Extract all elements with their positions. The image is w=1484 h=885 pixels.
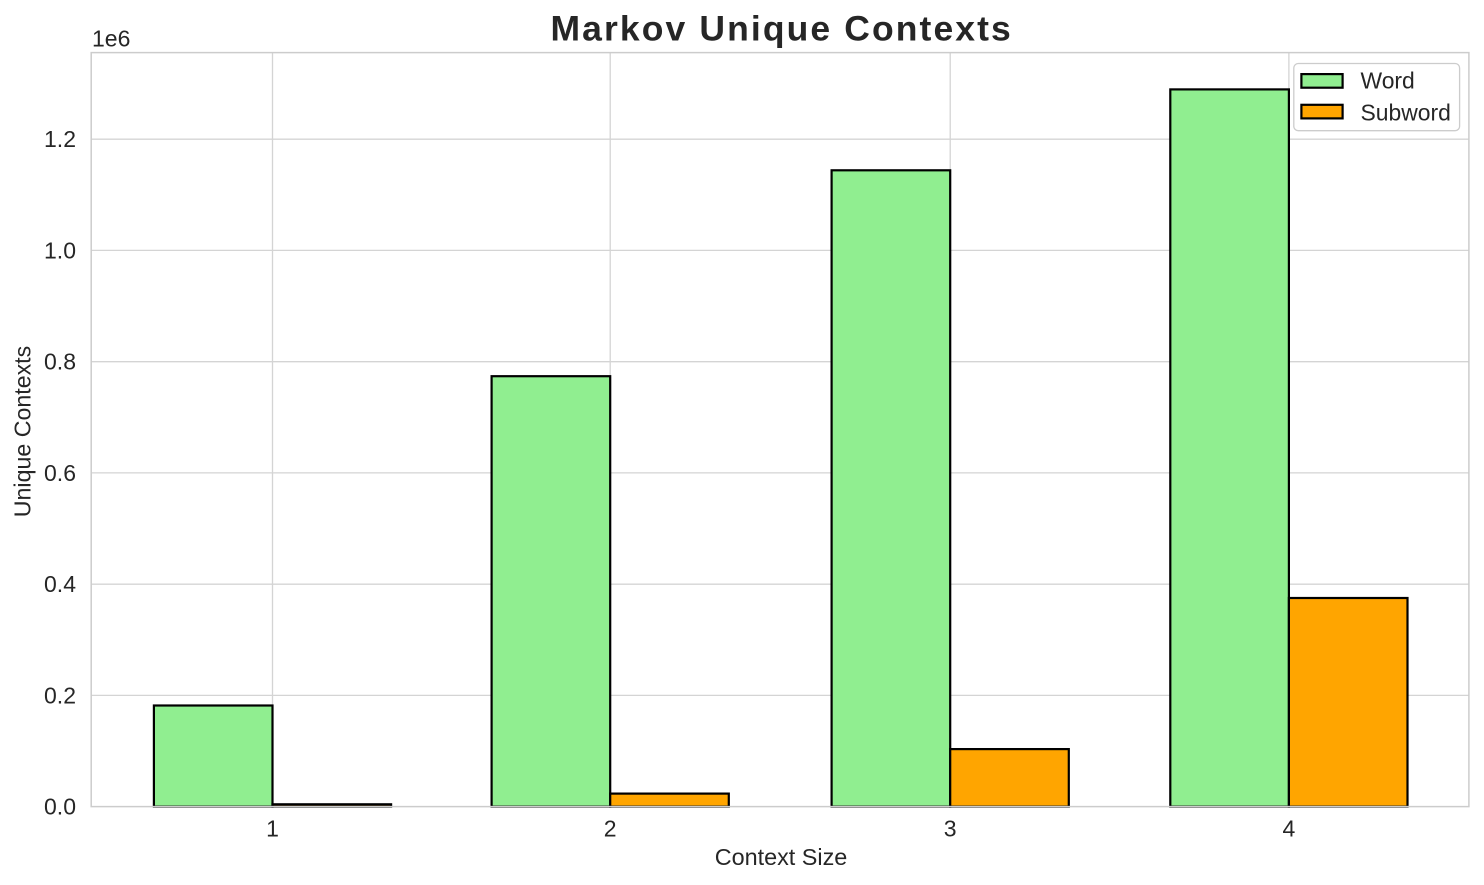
svg-text:Context Size: Context Size	[715, 844, 848, 870]
svg-text:1.0: 1.0	[44, 237, 76, 263]
svg-text:1: 1	[266, 815, 279, 841]
svg-text:0.2: 0.2	[44, 682, 76, 708]
svg-text:0.4: 0.4	[44, 571, 76, 597]
svg-text:4: 4	[1283, 815, 1296, 841]
svg-text:Subword: Subword	[1361, 99, 1451, 125]
svg-text:0.6: 0.6	[44, 460, 76, 486]
svg-text:0.8: 0.8	[44, 349, 76, 375]
svg-text:0.0: 0.0	[44, 794, 76, 820]
svg-text:Unique Contexts: Unique Contexts	[9, 346, 35, 517]
svg-text:3: 3	[944, 815, 957, 841]
svg-text:2: 2	[604, 815, 617, 841]
svg-text:1e6: 1e6	[92, 26, 130, 52]
svg-text:1.2: 1.2	[44, 126, 76, 152]
svg-text:Markov Unique Contexts: Markov Unique Contexts	[550, 9, 1012, 49]
svg-text:Word: Word	[1361, 67, 1415, 93]
